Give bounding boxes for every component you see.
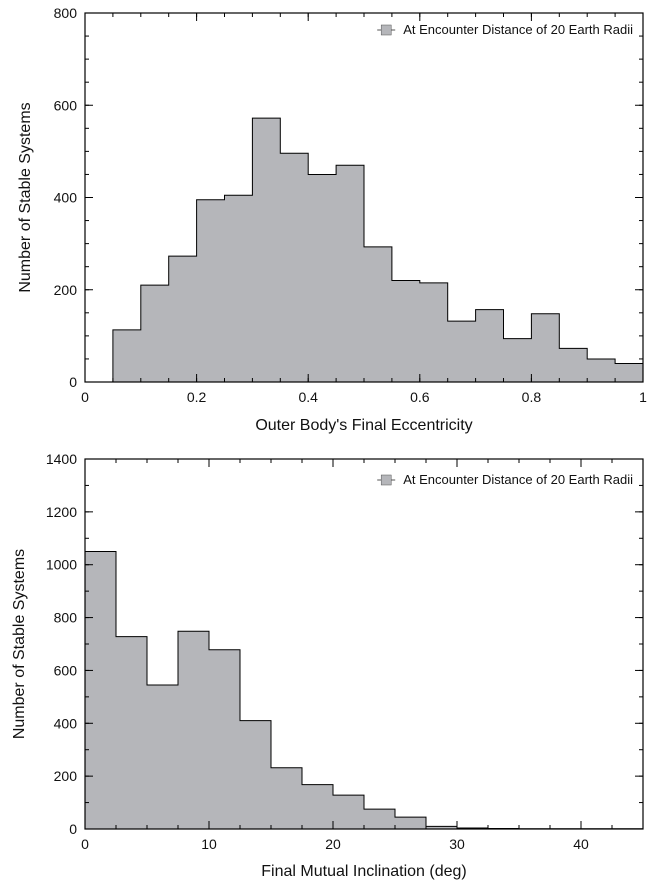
legend-swatch <box>380 474 392 486</box>
x-tick-label: 0.2 <box>187 389 207 405</box>
x-tick-label: 20 <box>325 836 341 852</box>
eccentricity-histogram-chart: 0 0.2 0.4 0.6 0.8 1 0 200 400 600 800 Outer Body's … <box>17 5 647 434</box>
histogram-outline <box>112 117 644 382</box>
y-tick-label: 200 <box>54 282 78 298</box>
y-tick-label: 600 <box>54 97 78 113</box>
histogram-fill <box>85 551 643 829</box>
x-tick-label: 0.6 <box>410 389 430 405</box>
y-axis-label: Number of Stable Systems <box>17 102 34 292</box>
x-tick-label: 0 <box>81 389 89 405</box>
inclination-histogram-chart: 0 10 20 30 400200400600800100012001400Final … <box>11 451 644 880</box>
legend-label: At Encounter Distance of 20 Earth Radii <box>403 22 633 37</box>
legend-swatch <box>380 24 392 36</box>
x-tick-label: 0.8 <box>522 389 542 405</box>
y-tick-label: 200 <box>54 768 78 784</box>
y-tick-label: 800 <box>54 610 78 626</box>
x-axis-label: Final Mutual Inclination (deg) <box>261 863 466 880</box>
x-tick-label: 40 <box>573 836 589 852</box>
y-tick-label: 0 <box>69 821 77 837</box>
x-tick-label: 10 <box>201 836 217 852</box>
y-axis-label: Number of Stable Systems <box>11 549 28 739</box>
y-tick-label: 0 <box>69 374 77 390</box>
y-tick-label: 400 <box>54 190 78 206</box>
y-tick-label: 1000 <box>46 557 77 573</box>
y-tick-label: 400 <box>54 715 78 731</box>
x-tick-label: 0 <box>81 836 89 852</box>
x-tick-label: 30 <box>449 836 465 852</box>
y-tick-label: 600 <box>54 662 78 678</box>
x-tick-label: 1 <box>639 389 647 405</box>
y-tick-label: 1200 <box>46 504 77 520</box>
x-tick-label: 0.4 <box>298 389 318 405</box>
x-axis-label: Outer Body's Final Eccentricity <box>255 417 472 434</box>
histogram-fill <box>112 118 643 383</box>
legend-label: At Encounter Distance of 20 Earth Radii <box>403 472 633 487</box>
y-tick-label: 1400 <box>46 451 77 467</box>
y-tick-label: 800 <box>54 5 78 21</box>
